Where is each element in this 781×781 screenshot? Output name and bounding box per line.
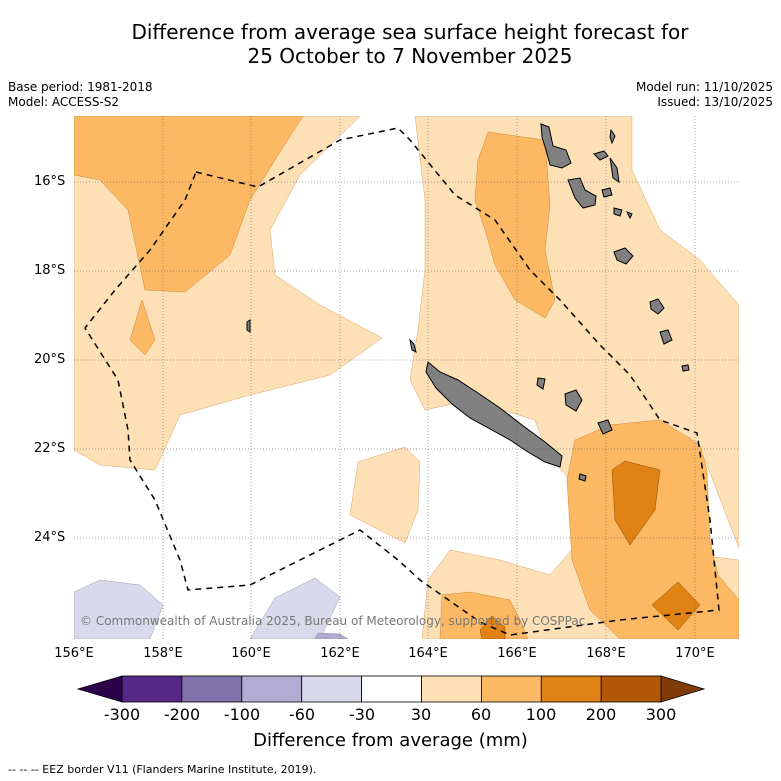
isle-of-pines (578, 473, 587, 482)
colorbar-label-200: 200 (585, 705, 617, 724)
land-masses (246, 123, 690, 482)
lon-label-162e: 162°E (320, 646, 360, 661)
pentecost-island (609, 157, 620, 184)
ouvea-island (536, 377, 546, 390)
tanna-island (659, 329, 673, 345)
malakula-island (567, 177, 597, 209)
colorbar-bin (540, 675, 602, 703)
lat-label-18s: 18°S (34, 263, 66, 278)
colorbar-bin (121, 675, 183, 703)
colorbar-bin (181, 675, 243, 703)
gridlines (74, 116, 739, 639)
malo-island (593, 150, 609, 161)
colorbar-bin (241, 675, 303, 703)
colorbar-title: Difference from average (mm) (253, 730, 528, 751)
colorbar-bin (480, 675, 542, 703)
lon-label-166e: 166°E (497, 646, 537, 661)
ambrym-island (601, 187, 613, 198)
colorbar-label-300: 300 (645, 705, 677, 724)
lon-label-170e: 170°E (675, 646, 715, 661)
base-period: Base period: 1981-2018 (8, 80, 153, 94)
lon-label-158e: 158°E (143, 646, 183, 661)
colorbar-bin (301, 675, 363, 703)
map-panel (74, 116, 739, 639)
maewo-island (609, 128, 616, 145)
anomaly-30-60-small-patch (349, 446, 421, 544)
lon-label-168e: 168°E (586, 646, 626, 661)
colorbar-label-neg30: -30 (348, 705, 376, 724)
anomaly-60-100-north-central (474, 131, 556, 319)
colorbar-bin (600, 675, 662, 703)
anomaly-100-200-southeast (611, 460, 661, 546)
title-line-2: 25 October to 7 November 2025 (247, 44, 573, 68)
eez-border-line (84, 127, 720, 636)
anomaly-60-100-northwest (74, 116, 304, 293)
chesterfield-islet (246, 319, 251, 333)
lon-label-160e: 160°E (231, 646, 271, 661)
lat-label-16s: 16°S (34, 174, 66, 189)
colorbar-under-arrow (76, 675, 123, 703)
copyright-notice: © Commonwealth of Australia 2025, Bureau… (80, 614, 586, 628)
anomaly-neg30-neg60-south (249, 577, 341, 639)
anomaly-60-100-west-spot (129, 299, 156, 356)
mare-island (597, 419, 613, 435)
anomaly-neg30-neg60-southwest (74, 579, 164, 639)
belep-islands (409, 338, 417, 353)
eez-footnote: -- -- -- EEZ border V11 (Flanders Marine… (8, 763, 317, 776)
lat-label-20s: 20°S (34, 352, 66, 367)
colorbar-over-arrow (660, 675, 706, 703)
shepherd-islands (625, 211, 633, 220)
model-run: Model run: 11/10/2025 (635, 80, 773, 94)
colorbar-label-100: 100 (525, 705, 557, 724)
anomaly-100-200-far-southeast (651, 581, 701, 631)
efate-island (613, 247, 634, 265)
lon-label-164e: 164°E (408, 646, 448, 661)
lifou-island (564, 389, 583, 412)
espiritu-santo (540, 123, 572, 169)
anomaly-60-100-southeast (566, 419, 739, 639)
model-name: Model: ACCESS-S2 (8, 95, 120, 109)
meta-left: Base period: 1981-2018 Model: ACCESS-S2 (8, 80, 153, 110)
colorbar-label-30: 30 (410, 705, 432, 724)
epi-island (613, 207, 623, 217)
lon-label-156e: 156°E (54, 646, 94, 661)
colorbar-label-neg100: -100 (223, 705, 261, 724)
colorbar-label-neg60: -60 (288, 705, 316, 724)
lat-label-22s: 22°S (34, 441, 66, 456)
anomaly-60-100-south (439, 591, 529, 639)
aneityum-island (681, 364, 690, 372)
colorbar-bin (421, 675, 482, 703)
colorbar-label-neg200: -200 (163, 705, 201, 724)
title-line-1: Difference from average sea surface heig… (131, 20, 689, 44)
colorbar-label-neg300: -300 (103, 705, 141, 724)
erromango-island (649, 298, 665, 315)
meta-right: Model run: 11/10/2025 Issued: 13/10/2025 (636, 80, 773, 110)
anomaly-neg60-neg100-south (314, 632, 349, 639)
map-title: Difference from average sea surface heig… (40, 20, 780, 68)
new-caledonia-grande-terre (425, 361, 563, 468)
colorbar-bin (361, 675, 422, 703)
lat-label-24s: 24°S (34, 530, 66, 545)
issued-date: Issued: 13/10/2025 (657, 95, 773, 109)
colorbar-label-60: 60 (470, 705, 492, 724)
colorbar-bins (121, 675, 662, 703)
